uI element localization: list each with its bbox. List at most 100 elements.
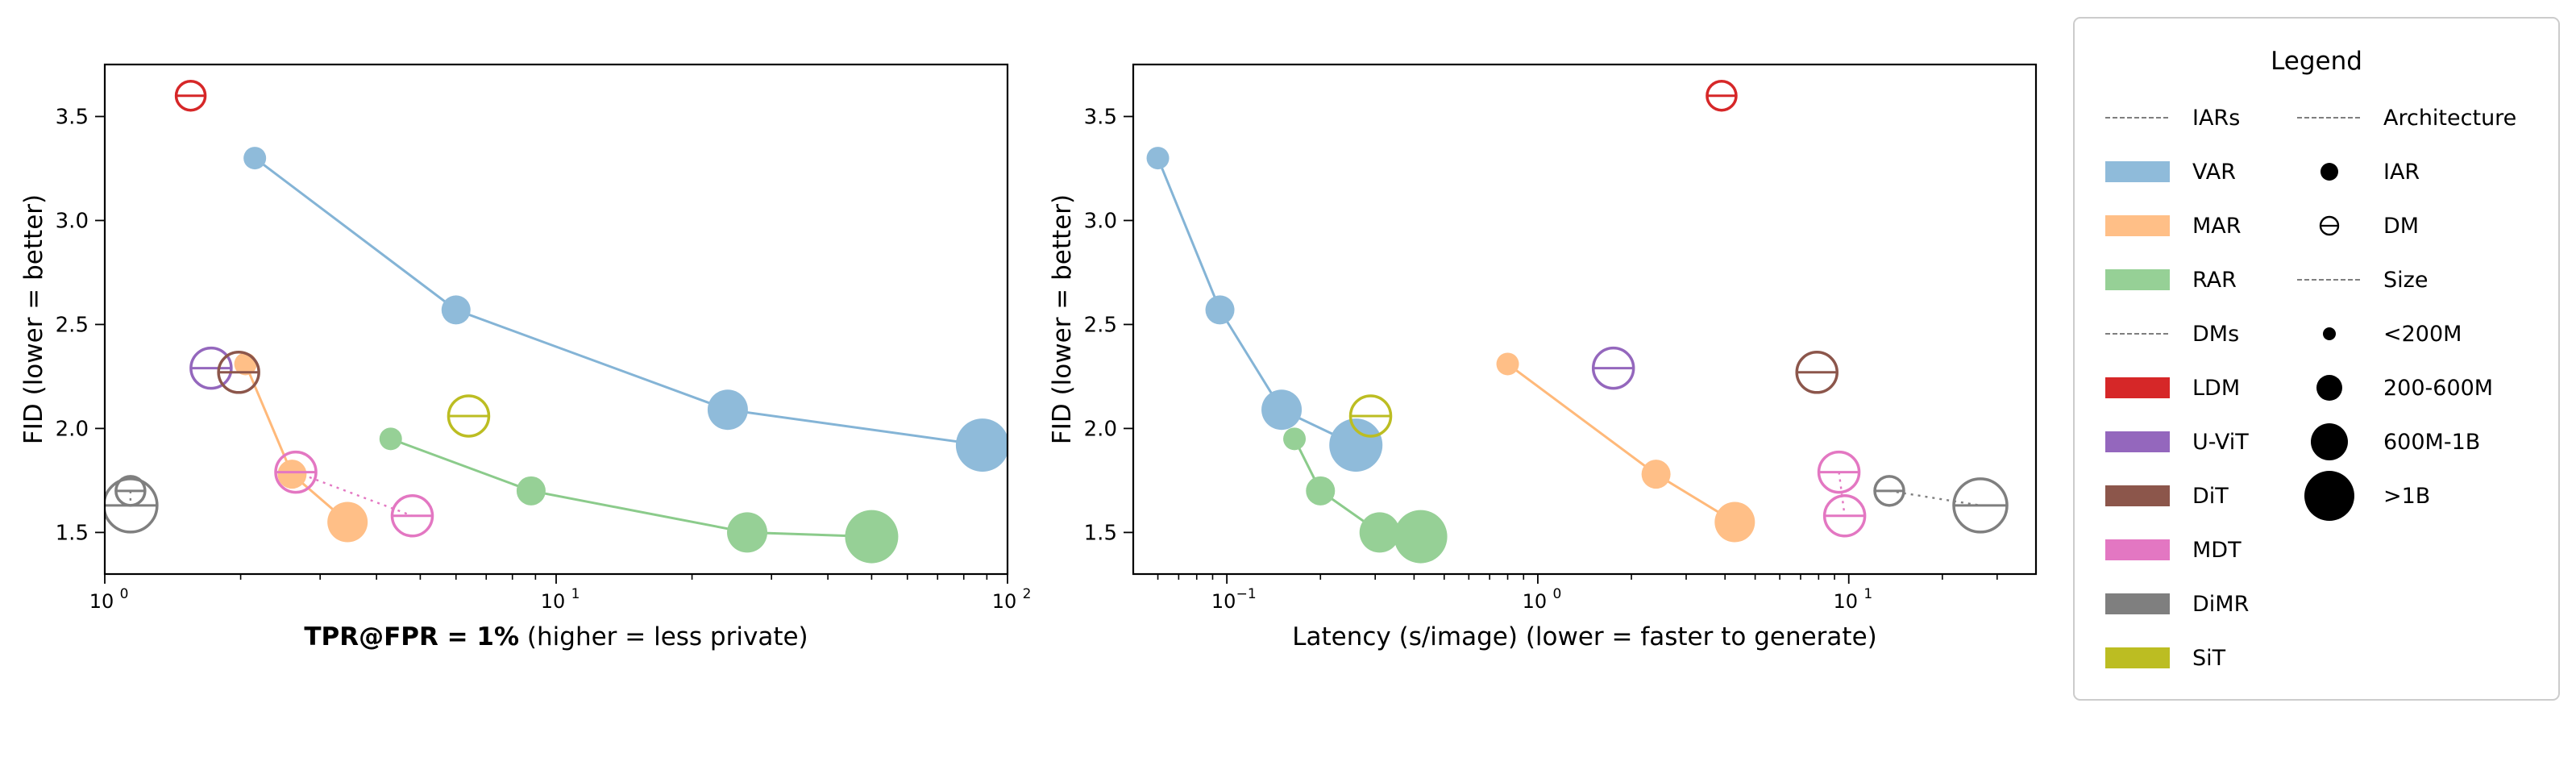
legend: Legend IARs VAR MAR RAR DMs LDM U-ViT DiT MDT DiMR… xyxy=(2073,17,2560,701)
legend-label: LDM xyxy=(2192,376,2240,401)
legend-label: DM xyxy=(2383,214,2419,239)
x-tick-label: 10 xyxy=(541,590,566,613)
x-axis-label: TPR@FPR = 1% (higher = less private) xyxy=(304,622,808,651)
point-mar-1 xyxy=(1641,460,1671,489)
point-var-2 xyxy=(1261,389,1303,431)
legend-box xyxy=(2073,17,2560,701)
point-mar-0 xyxy=(1496,352,1519,376)
legend-label: DiMR xyxy=(2192,592,2249,617)
legend-patch-sit xyxy=(2105,647,2170,668)
point-mar-0 xyxy=(234,352,257,376)
series-line-rar xyxy=(390,437,872,539)
y-axis-label: FID (lower = better) xyxy=(19,194,48,444)
point-rar-3 xyxy=(845,510,899,564)
legend-patch-dit xyxy=(2105,485,2170,506)
plot-area xyxy=(1146,79,2009,564)
point-var-3 xyxy=(1329,418,1383,472)
legend-label: MDT xyxy=(2192,538,2242,563)
point-dimr-0 xyxy=(1873,475,1905,507)
point-mar-2 xyxy=(1714,501,1755,543)
point-var-0 xyxy=(1146,147,1170,170)
legend-marker-iar xyxy=(2320,163,2338,181)
series-line-var xyxy=(254,156,983,447)
legend-label: U-ViT xyxy=(2192,430,2249,455)
y-tick-label: 2.5 xyxy=(56,313,89,337)
legend-label: IAR xyxy=(2383,160,2420,185)
x-tick-exponent: 0 xyxy=(1553,586,1562,602)
point-var-0 xyxy=(243,147,267,170)
series-line-var xyxy=(1157,157,1357,447)
point-var-3 xyxy=(955,418,1008,472)
y-tick-label: 1.5 xyxy=(1084,521,1117,545)
legend-label: DiT xyxy=(2192,484,2229,509)
y-tick-label: 3.0 xyxy=(56,209,89,233)
x-tick-exponent: 2 xyxy=(1023,586,1032,602)
point-mar-1 xyxy=(277,460,307,489)
legend-label: Architecture xyxy=(2383,106,2516,131)
y-tick-label: 1.5 xyxy=(56,521,89,545)
point-rar-2 xyxy=(727,512,768,553)
legend-size-marker xyxy=(2311,423,2348,460)
legend-patch-dimr xyxy=(2105,593,2170,614)
legend-patch-ldm xyxy=(2105,377,2170,398)
x-tick-label: 10 xyxy=(992,590,1017,613)
legend-label: IARs xyxy=(2192,106,2240,131)
plot-area xyxy=(105,79,1008,564)
point-mdt-1 xyxy=(1822,494,1867,538)
point-dit-0 xyxy=(217,351,260,394)
legend-label: Size xyxy=(2383,268,2428,293)
point-rar-1 xyxy=(516,476,546,506)
x-axis-label-rest: (higher = less private) xyxy=(519,622,808,651)
y-tick-label: 3.0 xyxy=(1084,209,1117,233)
legend-label: MAR xyxy=(2192,214,2242,239)
point-rar-0 xyxy=(1283,427,1307,451)
y-axis-label: FID (lower = better) xyxy=(1048,194,1077,444)
legend-patch-rar xyxy=(2105,269,2170,290)
point-u-vit-0 xyxy=(1591,346,1635,390)
legend-label: VAR xyxy=(2192,160,2236,185)
legend-size-marker xyxy=(2304,471,2354,521)
legend-label: DMs xyxy=(2192,322,2239,347)
y-tick-label: 3.5 xyxy=(1084,105,1117,129)
legend-size-marker xyxy=(2316,375,2342,401)
point-mdt-1 xyxy=(390,494,434,538)
x-axis-label-bold: TPR@FPR = 1% xyxy=(304,622,519,651)
point-rar-1 xyxy=(1306,476,1336,506)
y-tick-label: 2.0 xyxy=(1084,417,1117,441)
point-dit-0 xyxy=(1795,351,1839,394)
point-rar-2 xyxy=(1359,512,1400,553)
axes-frame xyxy=(1132,63,2038,576)
x-tick-exponent: 1 xyxy=(571,586,580,602)
y-tick-label: 3.5 xyxy=(56,105,89,129)
point-rar-3 xyxy=(1394,510,1448,564)
point-var-2 xyxy=(707,389,748,431)
legend-label: RAR xyxy=(2192,268,2237,293)
legend-label: 600M-1B xyxy=(2383,430,2480,455)
x-tick-exponent: 1 xyxy=(1863,586,1872,602)
x-tick-exponent: −1 xyxy=(1236,586,1257,602)
legend-patch-u-vit xyxy=(2105,431,2170,452)
point-ldm-0 xyxy=(1706,79,1738,112)
point-mdt-0 xyxy=(1817,450,1861,494)
legend-size-marker xyxy=(2323,327,2336,340)
legend-label: >1B xyxy=(2383,484,2430,509)
axes-frame xyxy=(103,63,1009,576)
x-tick-label: 10 xyxy=(1523,590,1548,613)
point-var-1 xyxy=(1205,295,1235,325)
x-tick-label: 10 xyxy=(89,590,114,613)
point-dimr-1 xyxy=(1952,477,2009,534)
legend-marker-dm xyxy=(2319,215,2340,236)
legend-patch-mar xyxy=(2105,215,2170,236)
point-ldm-0 xyxy=(174,79,207,112)
series-line-mar xyxy=(244,363,349,523)
legend-patch-var xyxy=(2105,161,2170,182)
point-dimr-1 xyxy=(105,477,159,534)
legend-patch-mdt xyxy=(2105,539,2170,560)
point-rar-0 xyxy=(379,427,402,451)
point-sit-0 xyxy=(1348,394,1393,438)
y-tick-label: 2.0 xyxy=(56,417,89,441)
legend-title: Legend xyxy=(2271,47,2362,76)
point-mdt-0 xyxy=(274,450,318,494)
